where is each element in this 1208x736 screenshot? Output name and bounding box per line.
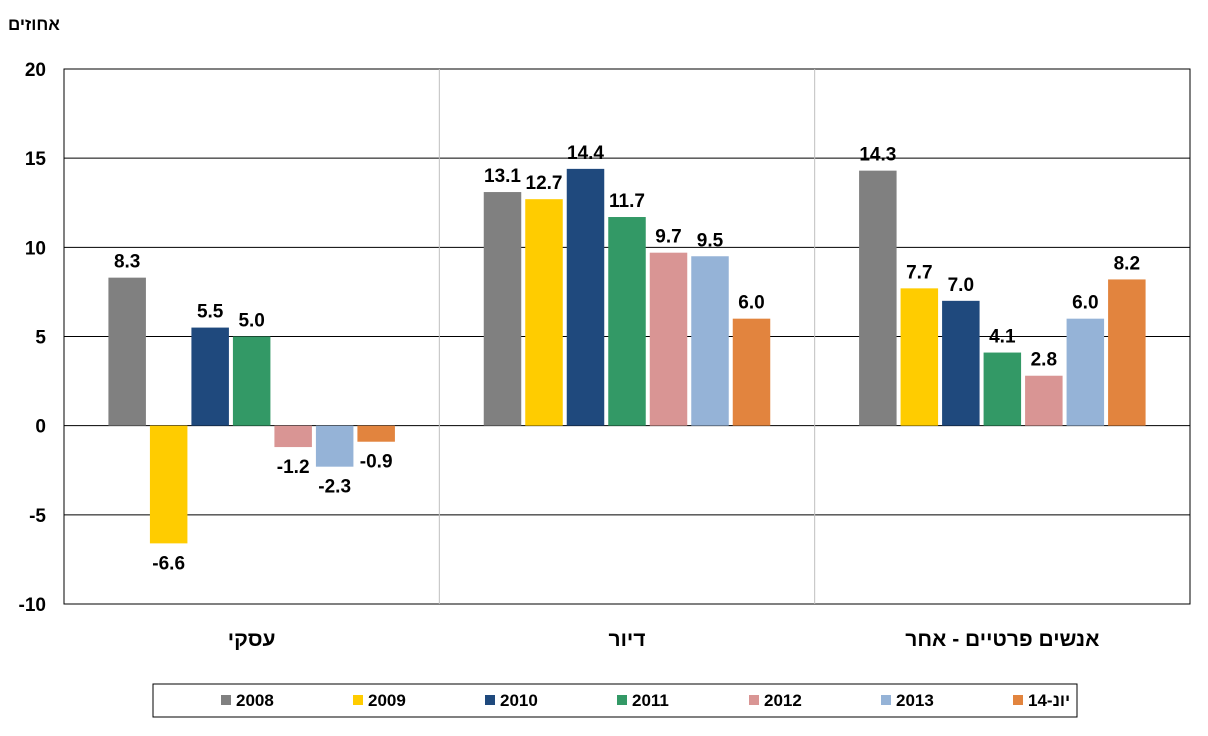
y-axis-label: אחוזים (8, 15, 60, 34)
bar (983, 352, 1022, 426)
data-label: -1.2 (277, 457, 310, 478)
legend-box (152, 683, 1078, 718)
bar (691, 256, 729, 426)
legend-swatch (221, 695, 231, 705)
bar (191, 327, 229, 426)
bar (232, 336, 271, 426)
data-labels: 8.3 -6.6 5.5 5.0 -1.2 -2.3 -0.9 13.1 12.714.4 11.… (114, 143, 1140, 574)
data-label: 13.1 (484, 166, 521, 187)
bar (1066, 318, 1105, 426)
category-label: אנשים פרטיים - אחר (905, 628, 1099, 651)
bar (274, 425, 312, 448)
data-label: 11.7 (609, 191, 645, 212)
category-label: עסקי (228, 628, 276, 651)
legend-label: 2010 (500, 691, 538, 710)
data-label: 14.3 (859, 145, 896, 166)
legend-swatch (881, 695, 891, 705)
bar (108, 277, 146, 426)
data-label: 12.7 (526, 173, 563, 194)
data-label: 7.7 (906, 262, 932, 283)
legend-label: 2011 (632, 691, 669, 710)
bar (649, 252, 688, 426)
category-labels: עסקי דיור אנשים פרטיים - אחר (228, 628, 1100, 651)
bars (108, 168, 1146, 544)
y-tick-label: -5 (29, 506, 46, 527)
y-tick-labels: 20 15 10 5 0 -5 -10 (19, 60, 47, 616)
data-label: 2.8 (1031, 350, 1057, 371)
data-label: 8.2 (1114, 253, 1140, 274)
y-tick-label: -10 (19, 595, 46, 616)
legend-swatch (617, 695, 627, 705)
data-label: 8.3 (114, 252, 140, 273)
bar (483, 192, 522, 426)
legend-label: 2013 (896, 691, 934, 710)
data-label: 5.5 (197, 302, 224, 323)
legend-swatch (749, 695, 759, 705)
legend-label: 2008 (236, 691, 274, 710)
data-label: 5.0 (238, 311, 264, 332)
bar (525, 199, 563, 426)
bar (1025, 375, 1063, 426)
data-label: -2.3 (318, 477, 351, 498)
legend-swatch (353, 695, 363, 705)
y-tick-label: 20 (25, 60, 46, 81)
bar (357, 425, 395, 442)
legend: 2008 2009 2010 2011 2012 2013 יונ-14 (152, 683, 1078, 718)
data-label: 6.0 (1072, 293, 1098, 314)
bar (859, 170, 897, 426)
data-label: 9.7 (655, 227, 681, 248)
legend-label: 2009 (368, 691, 406, 710)
y-tick-label: 0 (35, 417, 46, 438)
data-label: -0.9 (360, 452, 393, 473)
data-label: 6.0 (738, 293, 764, 314)
category-label: דיור (609, 628, 646, 651)
bar (942, 300, 980, 426)
plot-frame (63, 68, 1191, 605)
legend-label: יונ-14 (1028, 691, 1070, 710)
bar (732, 318, 771, 426)
bar (315, 425, 354, 467)
legend-swatch (485, 695, 495, 705)
y-tick-label: 5 (35, 328, 46, 349)
bar (566, 168, 605, 426)
legend-label: 2012 (764, 691, 802, 710)
bar (149, 425, 188, 544)
data-label: 4.1 (989, 327, 1016, 348)
data-label: 7.0 (948, 275, 974, 296)
data-label: -6.6 (152, 553, 185, 574)
y-tick-label: 15 (25, 149, 47, 170)
y-tick-label: 10 (25, 238, 46, 259)
bar (900, 288, 939, 426)
data-label: 14.4 (567, 143, 604, 164)
bar (608, 217, 646, 426)
bar (1108, 279, 1146, 426)
data-label: 9.5 (697, 230, 724, 251)
legend-swatch (1013, 695, 1023, 705)
